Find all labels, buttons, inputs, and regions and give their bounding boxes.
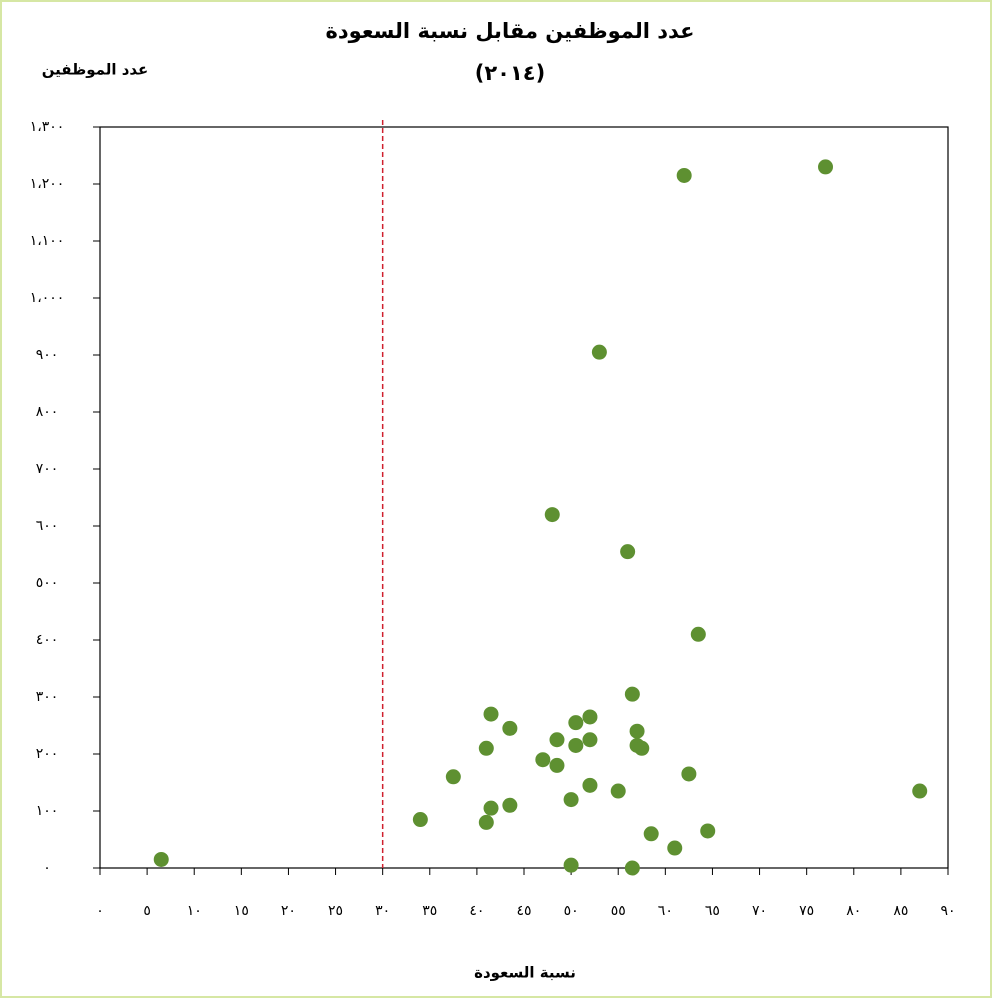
point	[563, 792, 579, 808]
y-tick-label: ١،٣٠٠	[30, 119, 65, 135]
point	[483, 800, 499, 816]
x-tick-label: ١٠	[187, 903, 202, 919]
x-axis-label: نسبة السعودة	[474, 964, 576, 982]
point	[591, 344, 607, 360]
x-tick-label: ٥	[143, 903, 151, 919]
y-tick-label: ١،١٠٠	[30, 233, 65, 249]
point	[690, 626, 706, 642]
point	[912, 783, 928, 799]
point	[568, 715, 584, 731]
x-tick-label: ٨٠	[846, 903, 861, 919]
point	[483, 706, 499, 722]
point	[582, 777, 598, 793]
x-tick-label: ٤٥	[516, 903, 531, 919]
point	[681, 766, 697, 782]
y-tick-label: ٧٠٠	[36, 461, 59, 477]
y-tick-label: ٠	[43, 860, 51, 876]
y-tick-label: ٨٠٠	[36, 404, 59, 420]
chart-subtitle: (٢٠١٤)	[475, 61, 546, 85]
chart-title: عدد الموظفين مقابل نسبة السعودة	[325, 19, 694, 43]
x-tick-label: ٩٠	[940, 903, 955, 919]
x-tick-label: ٧٠	[752, 903, 767, 919]
y-tick-label: ٣٠٠	[36, 689, 59, 705]
point	[412, 812, 428, 828]
point	[563, 857, 579, 873]
point	[549, 732, 565, 748]
x-tick-label: ٧٥	[799, 903, 814, 919]
point	[478, 740, 494, 756]
point	[676, 167, 692, 183]
point	[502, 797, 518, 813]
x-tick-label: ٣٠	[375, 903, 390, 919]
y-tick-label: ٩٠٠	[36, 347, 59, 363]
plot-area	[99, 126, 949, 869]
point	[643, 826, 659, 842]
point	[818, 159, 834, 175]
point	[667, 840, 683, 856]
x-tick-label: ٢٥	[328, 903, 343, 919]
y-tick-label: ١٠٠	[36, 803, 59, 819]
x-tick-label: ٨٥	[893, 903, 908, 919]
x-tick-label: ٣٥	[422, 903, 437, 919]
x-tick-label: ٦٥	[705, 903, 720, 919]
point	[535, 752, 551, 768]
point	[478, 814, 494, 830]
point	[582, 709, 598, 725]
point	[568, 737, 584, 753]
point	[624, 686, 640, 702]
y-tick-label: ٢٠٠	[36, 746, 59, 762]
point	[544, 507, 560, 523]
point	[629, 723, 645, 739]
x-tick-label: ٦٠	[658, 903, 673, 919]
y-tick-label: ١،٢٠٠	[30, 176, 65, 192]
y-tick-label: ٤٠٠	[36, 632, 59, 648]
point	[445, 769, 461, 785]
point	[549, 757, 565, 773]
point	[153, 851, 169, 867]
point	[700, 823, 716, 839]
y-tick-label: ١،٠٠٠	[30, 290, 65, 306]
y-axis-label: عدد الموظفين	[42, 61, 149, 79]
x-tick-label: ١٥	[234, 903, 249, 919]
y-tick-label: ٦٠٠	[36, 518, 59, 534]
point	[624, 860, 640, 876]
point	[582, 732, 598, 748]
point	[634, 740, 650, 756]
point	[502, 720, 518, 736]
x-tick-label: ٥٠	[564, 903, 579, 919]
x-tick-label: ٤٠	[469, 903, 484, 919]
x-tick-label: ٠	[96, 903, 104, 919]
x-tick-label: ٢٠	[281, 903, 296, 919]
x-tick-label: ٥٥	[611, 903, 626, 919]
y-tick-label: ٥٠٠	[36, 575, 59, 591]
point	[610, 783, 626, 799]
point	[620, 544, 636, 560]
